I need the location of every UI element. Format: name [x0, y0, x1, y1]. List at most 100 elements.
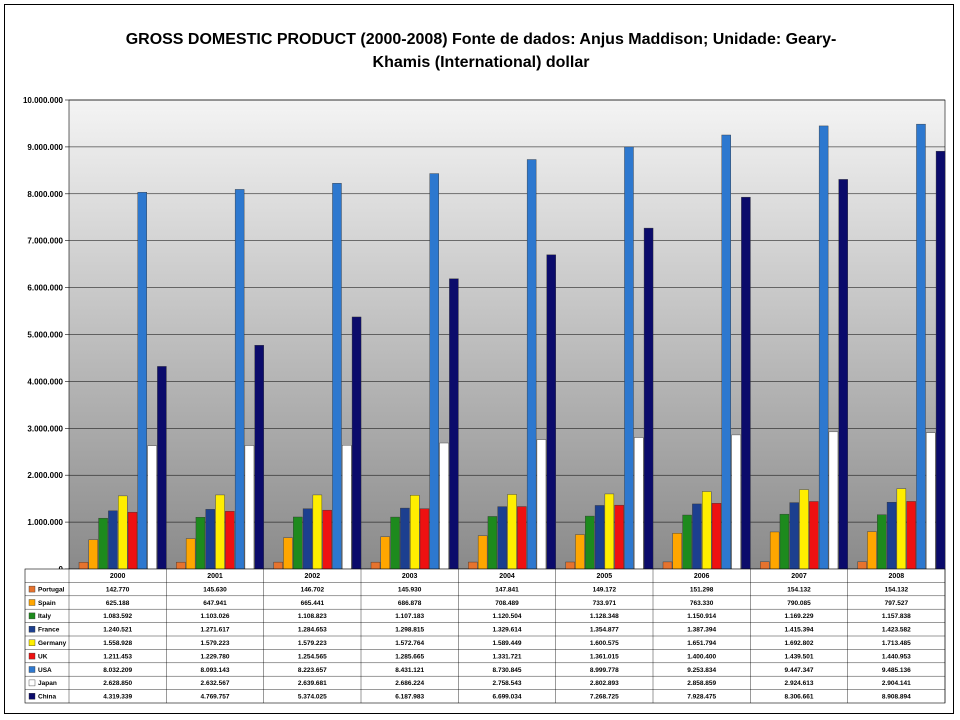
bar	[108, 510, 118, 570]
y-tick-label: 6.000.000	[27, 284, 63, 293]
bar	[302, 508, 313, 570]
table-cell: 2.924.613	[785, 680, 814, 687]
legend-label: UK	[38, 653, 48, 660]
bar	[711, 503, 722, 570]
table-cell: 708.489	[495, 600, 519, 607]
table-cell: 1.329.614	[493, 627, 522, 634]
bar	[643, 227, 654, 570]
bar	[342, 444, 352, 570]
bar	[157, 366, 167, 570]
table-cell: 665.441	[301, 600, 325, 607]
legend-swatch	[28, 679, 36, 687]
bar	[137, 192, 148, 570]
table-cell: 647.941	[203, 600, 227, 607]
table-cell: 1.423.582	[882, 627, 911, 634]
x-category-label: 2002	[305, 573, 321, 580]
y-tick-label: 10.000.000	[23, 96, 64, 105]
table-cell: 686.878	[398, 600, 422, 607]
bar	[721, 134, 731, 570]
bar	[779, 513, 790, 570]
bar	[215, 494, 225, 570]
legend-label: Germany	[38, 640, 67, 647]
y-tick-label: 1.000.000	[27, 518, 63, 527]
bar	[604, 493, 615, 570]
table-cell: 1.572.764	[395, 640, 424, 647]
legend-label: Japan	[38, 680, 57, 687]
bar	[926, 432, 936, 570]
table-cell: 1.579.223	[298, 640, 327, 647]
table-cell: 1.600.575	[590, 640, 619, 647]
bar	[312, 494, 323, 570]
bar	[634, 437, 644, 570]
table-cell: 1.083.592	[103, 613, 132, 620]
bar	[117, 495, 128, 570]
table-cell: 6.187.983	[395, 694, 424, 701]
bar	[585, 515, 595, 570]
bar	[935, 150, 946, 570]
table-cell: 154.132	[885, 586, 909, 593]
table-cell: 1.284.653	[298, 627, 327, 634]
chart-frame: GROSS DOMESTIC PRODUCT (2000-2008) Fonte…	[4, 4, 954, 714]
bar	[78, 562, 89, 570]
table-cell: 4.319.339	[103, 694, 132, 701]
table-cell: 1.157.838	[882, 613, 911, 620]
table-cell: 8.032.209	[103, 667, 132, 674]
bar	[546, 254, 556, 570]
bar	[565, 561, 575, 570]
table-cell: 151.298	[690, 586, 714, 593]
table-cell: 2.686.224	[395, 680, 424, 687]
table-cell: 149.172	[593, 586, 617, 593]
table-cell: 5.374.025	[298, 694, 327, 701]
bar	[818, 125, 829, 570]
legend-label: China	[38, 694, 56, 701]
bar	[225, 511, 235, 570]
bar	[497, 506, 507, 570]
bar	[838, 179, 848, 570]
table-cell: 1.387.394	[687, 627, 716, 634]
bar	[536, 439, 547, 570]
table-cell: 2.639.681	[298, 680, 327, 687]
table-cell: 146.702	[301, 586, 325, 593]
table-cell: 8.730.845	[493, 667, 522, 674]
table-cell: 1.361.015	[590, 653, 619, 660]
table-cell: 1.589.449	[493, 640, 522, 647]
table-cell: 1.229.780	[201, 653, 230, 660]
chart-svg: GROSS DOMESTIC PRODUCT (2000-2008) Fonte…	[23, 31, 946, 704]
table-cell: 1.692.802	[785, 640, 814, 647]
bar	[809, 501, 819, 570]
table-cell: 1.103.026	[201, 613, 230, 620]
legend-label: Italy	[38, 613, 51, 620]
bar	[857, 561, 867, 570]
legend-label: Portugal	[38, 586, 65, 593]
table-cell: 8.093.143	[201, 667, 230, 674]
bar	[98, 517, 108, 570]
legend-swatch	[28, 639, 36, 646]
chart-title-line1: GROSS DOMESTIC PRODUCT (2000-2008) Fonte…	[126, 31, 837, 48]
table-cell: 1.331.721	[493, 653, 522, 660]
table-cell: 6.699.034	[493, 694, 522, 701]
table-cell: 1.271.617	[201, 627, 230, 634]
legend-swatch	[28, 652, 36, 660]
table-cell: 790.085	[787, 600, 811, 607]
table-cell: 2.632.567	[201, 680, 230, 687]
table-cell: 147.841	[495, 586, 519, 593]
table-cell: 8.306.661	[785, 694, 814, 701]
legend-swatch	[28, 612, 36, 620]
bar	[526, 159, 537, 570]
table-cell: 7.268.725	[590, 694, 619, 701]
bar	[390, 516, 400, 570]
bar	[205, 509, 215, 570]
table-cell: 1.169.229	[785, 613, 814, 620]
table-cell: 8.908.894	[882, 694, 911, 701]
bar	[507, 494, 517, 570]
bar	[468, 561, 478, 570]
bar	[254, 345, 264, 570]
bar	[916, 123, 926, 570]
table-cell: 797.527	[885, 600, 909, 607]
table-cell: 1.107.183	[395, 613, 424, 620]
bar	[244, 445, 255, 570]
table-cell: 2.628.850	[103, 680, 132, 687]
bar	[370, 561, 381, 570]
table-cell: 1.651.794	[687, 640, 716, 647]
legend-swatch	[28, 585, 36, 593]
